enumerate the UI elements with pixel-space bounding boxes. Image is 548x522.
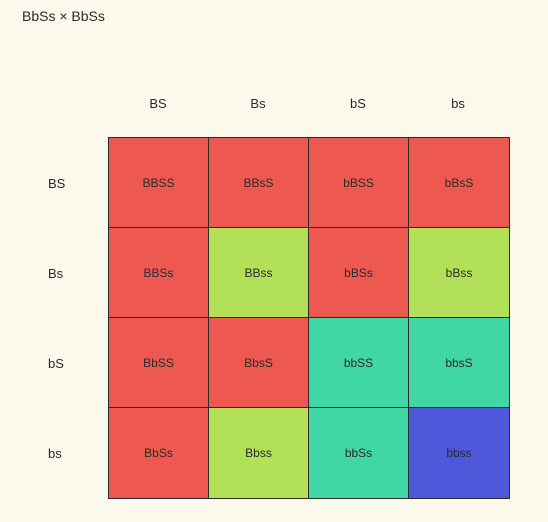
cell: bbsS (409, 318, 509, 408)
cell: bBsS (409, 138, 509, 228)
cell: bBss (409, 228, 509, 318)
cell: bBSS (309, 138, 409, 228)
col-header: BS (108, 96, 208, 111)
cell: BBsS (209, 138, 309, 228)
cell: BBSs (109, 228, 209, 318)
cell: BbSs (109, 408, 209, 498)
cell: BBSS (109, 138, 209, 228)
punnett-grid: BBSS BBsS bBSS bBsS BBSs BBss bBSs bBss … (108, 137, 510, 499)
row-header: BS (22, 138, 108, 228)
row-header: bS (22, 318, 108, 408)
row-header: Bs (22, 228, 108, 318)
table-row: BbSs Bbss bbSs bbss (109, 408, 509, 498)
table-row: BBSS BBsS bBSS bBsS (109, 138, 509, 228)
col-header: bs (408, 96, 508, 111)
cell: bbss (409, 408, 509, 498)
cell: bbSS (309, 318, 409, 408)
cell: Bbss (209, 408, 309, 498)
row-header: bs (22, 408, 108, 498)
col-header: bS (308, 96, 408, 111)
col-header: Bs (208, 96, 308, 111)
table-row: BBSs BBss bBSs bBss (109, 228, 509, 318)
table-row: BbSS BbsS bbSS bbsS (109, 318, 509, 408)
cell: bbSs (309, 408, 409, 498)
page-title: BbSs × BbSs (22, 8, 105, 24)
cell: BBss (209, 228, 309, 318)
cell: bBSs (309, 228, 409, 318)
row-headers-block: BS Bs bS bs (22, 138, 108, 498)
cell: BbSS (109, 318, 209, 408)
cell: BbsS (209, 318, 309, 408)
punnett-square: BS Bs bS bs BS Bs bS bs BBSS BBsS bBSS b… (22, 96, 510, 499)
column-headers: BS Bs bS bs (108, 96, 510, 111)
